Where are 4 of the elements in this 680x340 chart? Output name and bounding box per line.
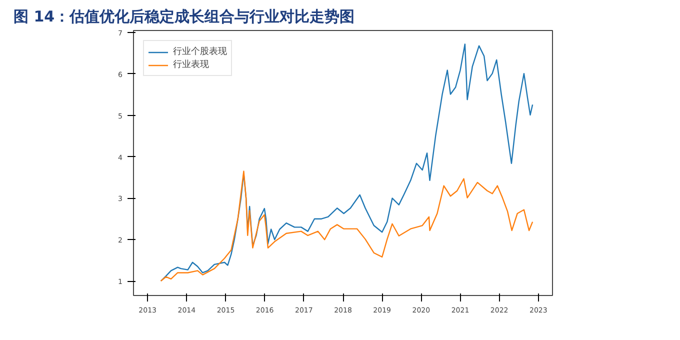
legend-label: 行业表现 [173, 58, 209, 71]
line-series [160, 170, 534, 282]
chart-title: 图 14：估值优化后稳定成长组合与行业对比走势图 [14, 8, 355, 26]
legend-label: 行业个股表现 [173, 46, 227, 58]
